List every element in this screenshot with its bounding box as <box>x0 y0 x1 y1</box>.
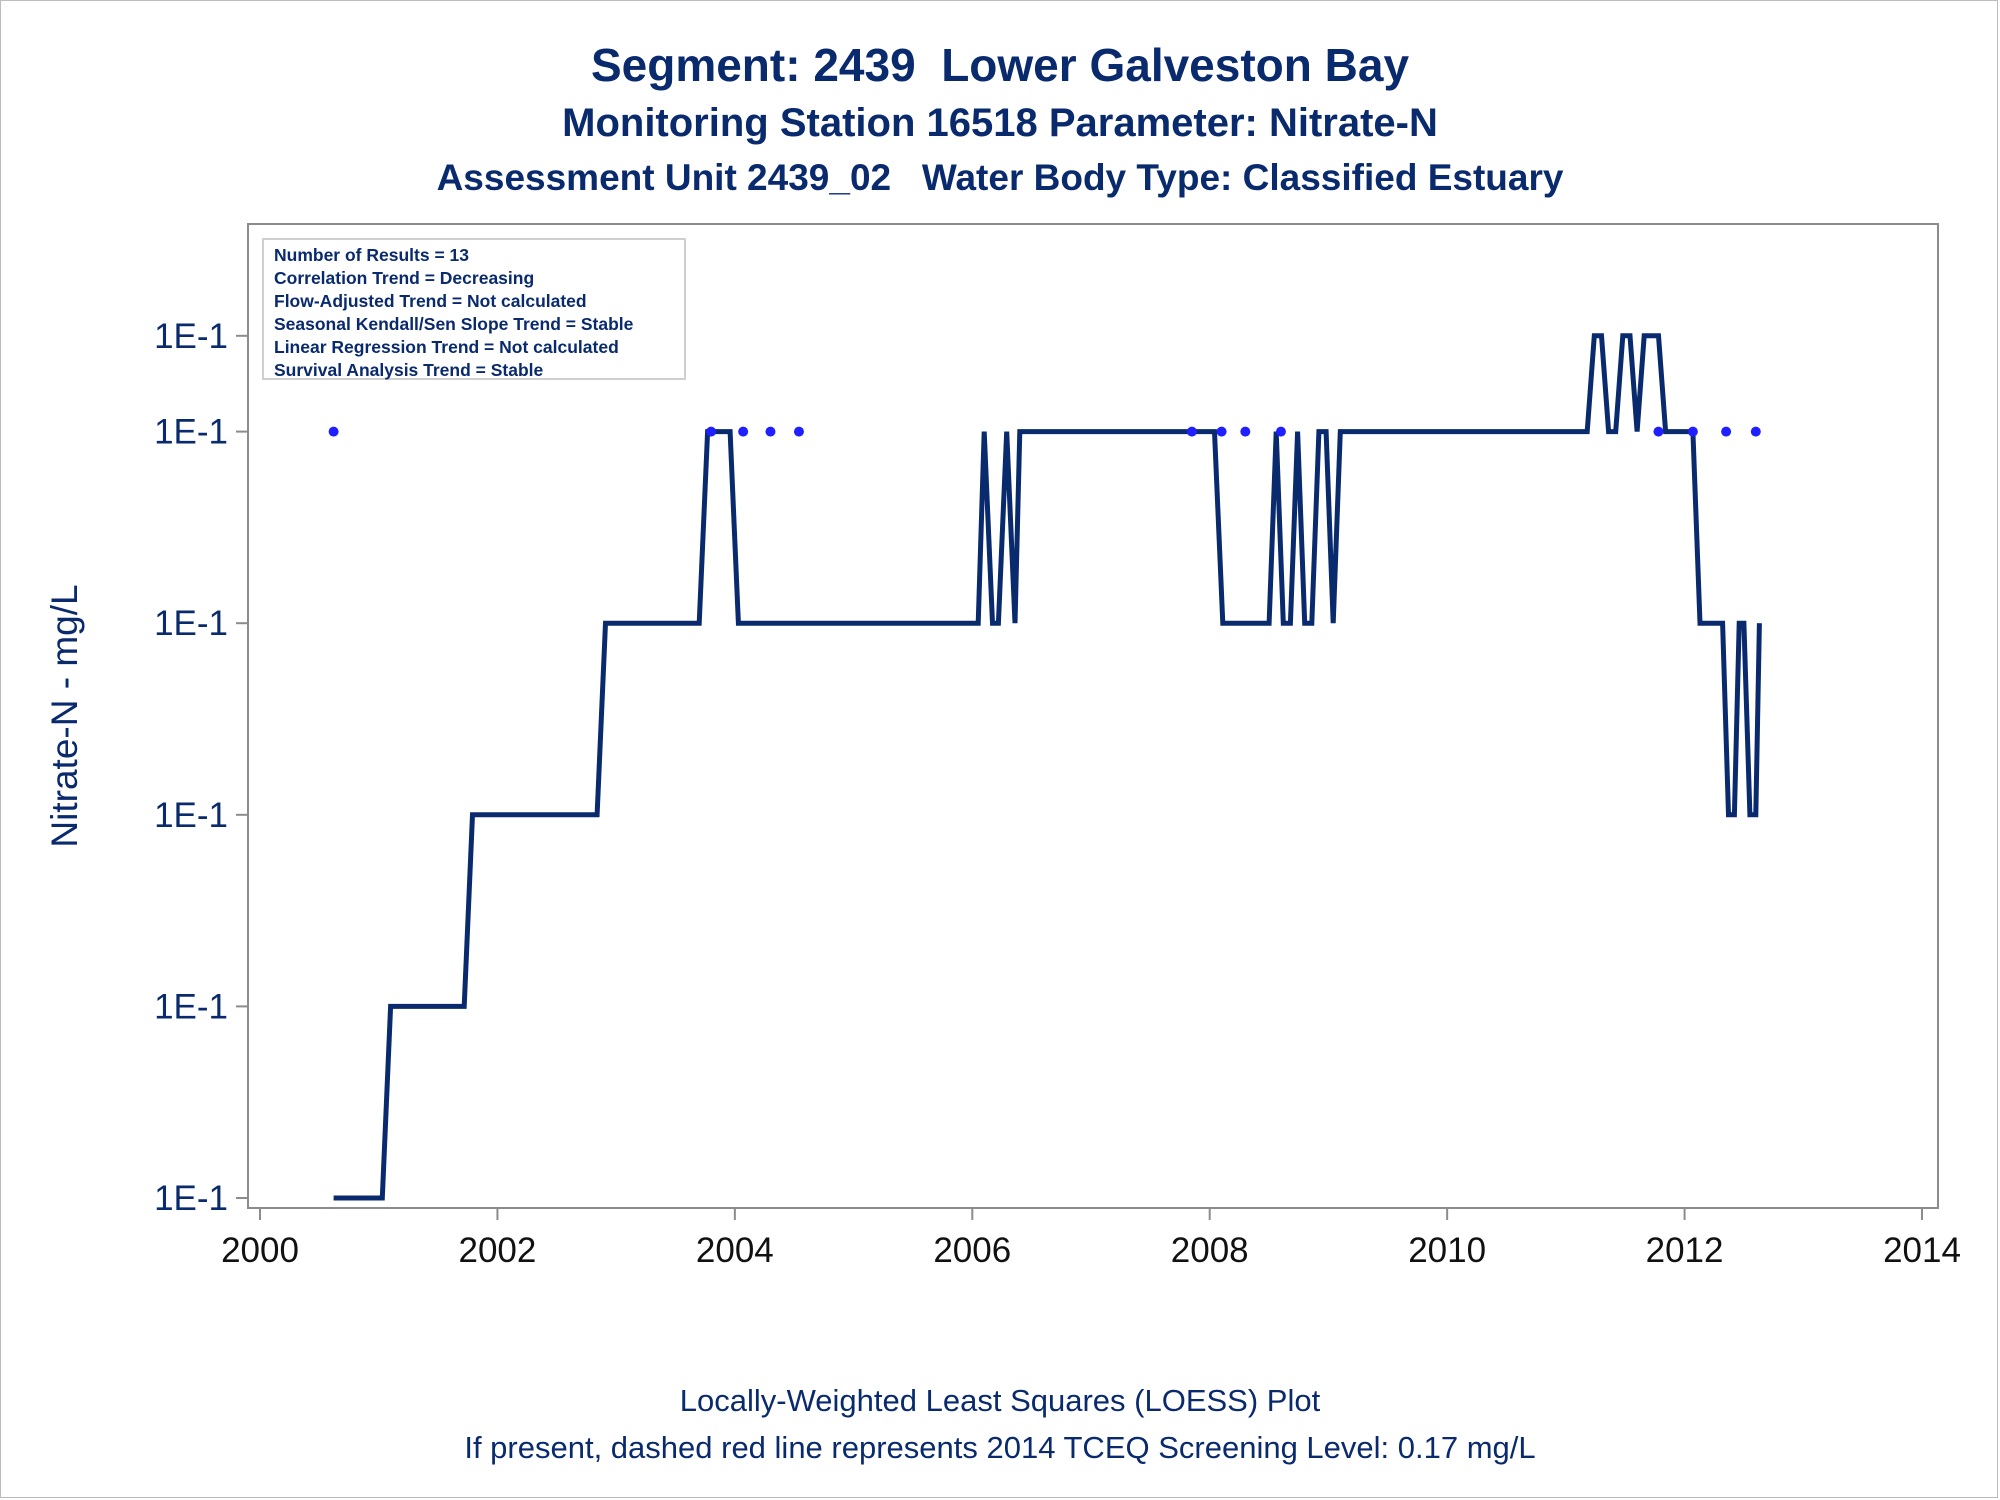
data-point <box>1240 426 1251 437</box>
y-tick-label: 1E-1 <box>154 413 228 452</box>
chart-subtitle-station: Monitoring Station 16518 Parameter: Nitr… <box>562 101 1438 145</box>
stats-survival-analysis-trend: Survival Analysis Trend = Stable <box>274 360 544 380</box>
chart-title: Segment: 2439 Lower Galveston Bay <box>590 39 1410 91</box>
trend-stats-box: Number of Results = 13 Correlation Trend… <box>262 238 686 380</box>
x-tick-label: 2002 <box>458 1231 536 1270</box>
data-point <box>738 426 749 437</box>
data-point <box>1653 426 1664 437</box>
stats-correlation-trend: Correlation Trend = Decreasing <box>274 268 535 288</box>
data-point <box>328 426 339 437</box>
chart-subtitle-assessment: Assessment Unit 2439_02 Water Body Type:… <box>436 157 1564 198</box>
stats-number-of-results: Number of Results = 13 <box>274 245 469 265</box>
stats-linear-regression-trend: Linear Regression Trend = Not calculated <box>274 337 619 357</box>
x-tick-label: 2000 <box>221 1231 299 1270</box>
loess-line <box>333 333 1762 1201</box>
data-point <box>1687 426 1698 437</box>
plot-area-border <box>247 223 1939 1209</box>
x-tick-label: 2012 <box>1646 1231 1724 1270</box>
data-point <box>1750 426 1761 437</box>
footnote-screening-level: If present, dashed red line represents 2… <box>464 1430 1536 1465</box>
y-tick-label: 1E-1 <box>154 987 228 1026</box>
data-point <box>1186 426 1197 437</box>
data-point <box>793 426 804 437</box>
data-point <box>706 426 717 437</box>
footnote-loess: Locally-Weighted Least Squares (LOESS) P… <box>679 1383 1321 1418</box>
y-axis-label: Nitrate-N - mg/L <box>44 584 85 847</box>
y-tick-label: 1E-1 <box>154 1179 228 1218</box>
x-tick-label: 2014 <box>1883 1231 1961 1270</box>
data-point <box>1216 426 1227 437</box>
data-point <box>1721 426 1732 437</box>
y-tick-label: 1E-1 <box>154 796 228 835</box>
stats-flow-adjusted-trend: Flow-Adjusted Trend = Not calculated <box>274 291 587 311</box>
y-tick-label: 1E-1 <box>154 604 228 643</box>
x-tick-label: 2004 <box>696 1231 774 1270</box>
y-tick-label: 1E-1 <box>154 317 228 356</box>
data-point <box>765 426 776 437</box>
x-tick-label: 2006 <box>933 1231 1011 1270</box>
x-tick-label: 2008 <box>1171 1231 1249 1270</box>
x-tick-label: 2010 <box>1408 1231 1486 1270</box>
stats-seasonal-kendall-trend: Seasonal Kendall/Sen Slope Trend = Stabl… <box>274 314 634 334</box>
data-point <box>1275 426 1286 437</box>
